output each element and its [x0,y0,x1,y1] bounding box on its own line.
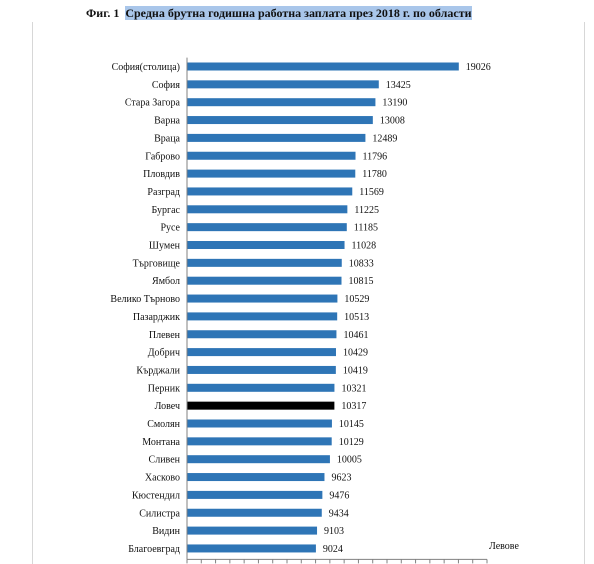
value-label-row-16: 10461 [343,330,368,341]
category-label-row-26: Силистра [139,508,180,519]
bar-row-5 [187,133,366,142]
bar-row-27 [187,526,318,535]
value-label-row-13: 10815 [349,276,374,287]
value-label-row-23: 10005 [337,455,362,466]
value-label-row-8: 11569 [359,187,384,198]
bar-row-3 [187,98,376,107]
category-label-row-7: Пловдив [143,169,180,180]
category-label-row-14: Велико Търново [110,294,180,305]
value-label-row-24: 9623 [331,473,351,484]
category-label-row-20: Ловеч [155,401,180,412]
category-label-row-15: Пазарджик [133,312,180,323]
value-label-row-9: 11225 [354,205,379,216]
category-label-row-2: София [152,80,181,91]
value-labels-group: 19026 13425 13190 13008 12489 11796 11780 11569… [323,62,491,555]
value-label-row-28: 9024 [323,544,343,555]
category-label-row-5: Враца [154,133,180,144]
bar-row-7 [187,169,356,178]
bar-row-15 [187,312,338,321]
category-label-row-11: Шумен [149,241,181,252]
value-label-row-26: 9434 [329,508,349,519]
bar-row-12 [187,258,342,267]
bar-row-18 [187,365,336,374]
bar-row-16 [187,330,337,339]
value-label-row-11: 11028 [352,241,377,252]
value-label-row-22: 10129 [339,437,364,448]
category-labels-group: София(столица) София Стара Загора Варна Врац… [110,62,180,555]
value-label-row-15: 10513 [344,312,369,323]
bar-row-14 [187,294,338,303]
category-label-row-9: Бургас [152,205,181,216]
bar-row-8 [187,187,353,196]
figure-label: Фиг. 1 [86,6,120,20]
bar-row-24 [187,473,325,482]
value-label-row-21: 10145 [339,419,364,430]
bar-row-21 [187,419,332,428]
bar-row-9 [187,205,348,214]
category-label-row-4: Варна [154,116,180,127]
figure-caption: Фиг. 1 Средна брутна годишна работна зап… [86,6,472,21]
bar-row-11 [187,241,345,249]
category-label-row-16: Плевен [149,330,181,341]
value-label-row-20: 10317 [341,401,366,412]
x-axis-unit-label: Левове [489,541,519,552]
bar-row-26 [187,508,322,517]
value-label-row-3: 13190 [382,98,407,109]
x-axis-group [186,57,488,564]
bar-row-17 [187,348,336,357]
bar-row-13 [187,276,342,285]
bar-row-28 [187,544,316,553]
bar-row-20 [187,401,335,410]
category-label-row-12: Търговище [133,258,181,269]
value-label-row-4: 13008 [380,116,405,127]
category-label-row-8: Разград [147,187,180,198]
category-label-row-22: Монтана [142,437,180,448]
value-label-row-1: 19026 [466,62,491,73]
category-label-row-25: Кюстендил [132,490,180,501]
bar-row-22 [187,437,332,446]
value-label-row-2: 13425 [386,80,411,91]
category-label-row-18: Кърджали [136,365,180,376]
value-label-row-12: 10833 [349,258,374,269]
value-label-row-10: 11185 [354,223,378,234]
category-label-row-13: Ямбол [152,276,180,287]
category-label-row-6: Габрово [145,151,180,162]
value-label-row-6: 11796 [363,151,388,162]
value-label-row-14: 10529 [344,294,369,305]
bar-row-6 [187,151,356,160]
category-label-row-19: Перник [148,383,180,394]
bar-row-2 [187,80,379,89]
frame-left-border [32,22,33,564]
category-label-row-27: Видин [152,526,180,537]
category-label-row-21: Смолян [147,419,180,430]
category-label-row-24: Хасково [145,473,180,484]
value-label-row-25: 9476 [329,490,349,501]
bar-row-4 [187,116,373,125]
value-label-row-27: 9103 [324,526,344,537]
category-label-row-1: София(столица) [112,62,180,73]
value-label-row-18: 10419 [343,365,368,376]
value-label-row-19: 10321 [341,383,366,394]
bars-group [187,62,459,553]
bar-row-1 [187,62,459,71]
value-label-row-5: 12489 [372,133,397,144]
frame-right-border [584,22,585,564]
figure-title: Средна брутна годишна работна заплата пр… [125,6,472,20]
value-label-row-7: 11780 [362,169,387,180]
category-label-row-17: Добрич [148,348,180,359]
category-label-row-28: Благоевград [128,544,180,555]
value-label-row-17: 10429 [343,348,368,359]
category-label-row-3: Стара Загора [125,98,181,109]
bar-row-10 [187,223,347,232]
bar-row-25 [187,490,323,499]
category-label-row-10: Русе [160,223,180,234]
bar-row-23 [187,455,330,464]
bar-row-19 [187,383,335,392]
category-label-row-23: Сливен [149,455,181,466]
